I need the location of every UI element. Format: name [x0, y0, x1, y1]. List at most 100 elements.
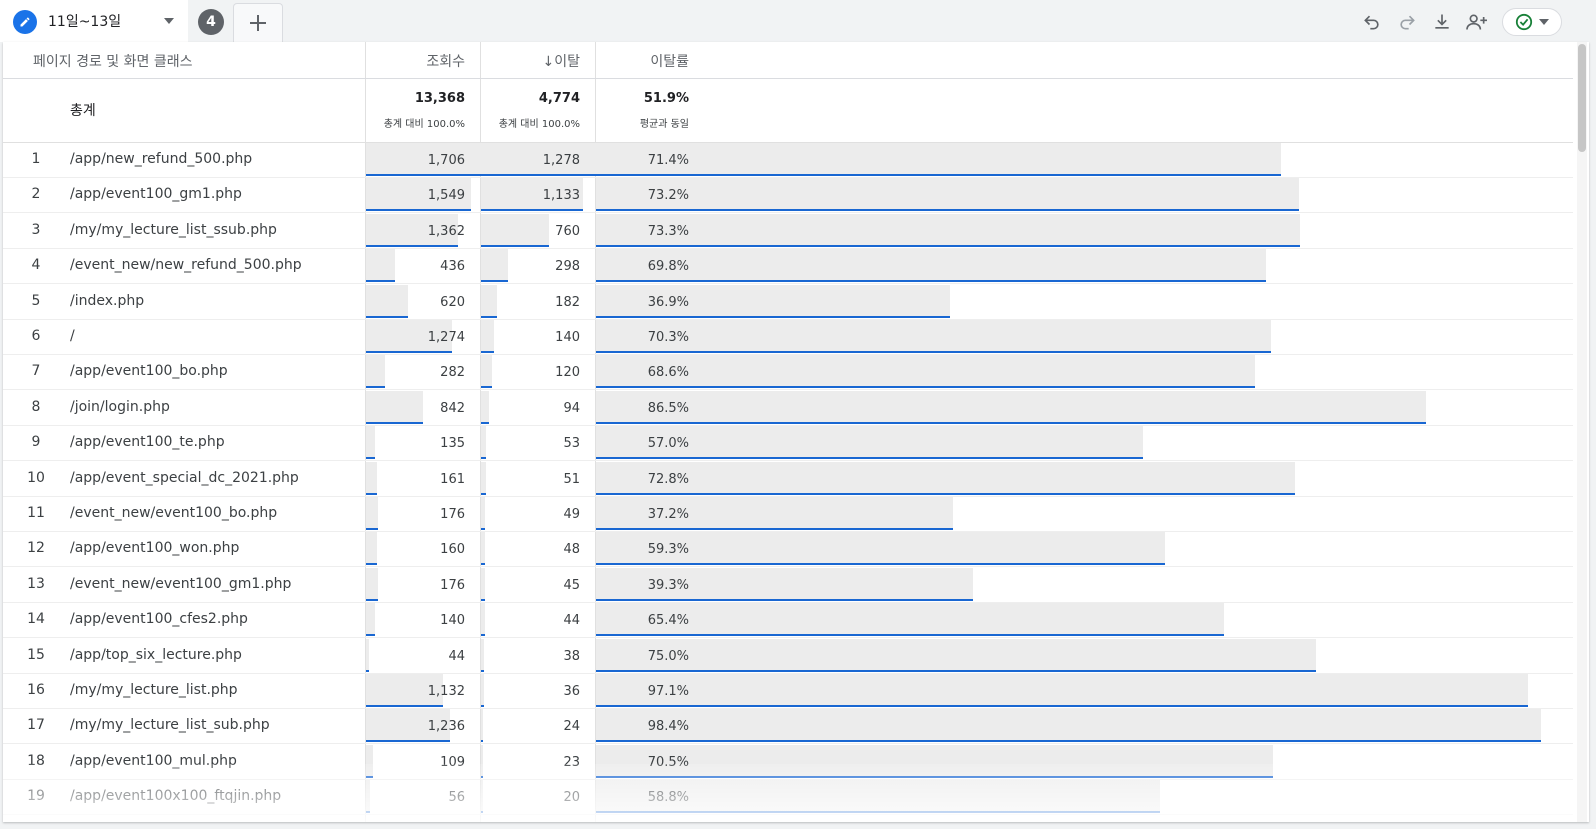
table-row[interactable]: 5/index.php 620 182 36.9%: [3, 284, 1573, 320]
table-row[interactable]: 12/app/event100_won.php 160 48 59.3%: [3, 532, 1573, 568]
views-cell: [366, 709, 481, 743]
exit-rate-cell: [596, 709, 1556, 743]
exit-rate-bar: [596, 284, 950, 318]
row-views: 1,362: [427, 223, 465, 239]
table-row[interactable]: 4/event_new/new_refund_500.php 436 298 69.8…: [3, 249, 1573, 285]
exit-rate-cell: [596, 532, 1556, 566]
table-row[interactable]: 18/app/event100_mul.php 109 23 70.5%: [3, 744, 1573, 780]
caret-down-icon: [1539, 19, 1549, 25]
row-page-path: /my/my_lecture_list_sub.php: [70, 717, 270, 734]
plus-icon: [250, 15, 266, 31]
exits-cell: [481, 461, 596, 496]
exits-bar: [481, 532, 485, 566]
row-index: 17: [27, 717, 45, 734]
table-row[interactable]: 10/app/event_special_dc_2021.php 161 51 72.…: [3, 461, 1573, 497]
table-row[interactable]: 2/app/event100_gm1.php 1,549 1,133 73.2%: [3, 178, 1573, 214]
table-row[interactable]: 1/app/new_refund_500.php 1,706 1,278 71.4%: [3, 143, 1573, 178]
row-views: 135: [440, 436, 465, 452]
views-bar: [366, 249, 395, 283]
views-bar: [366, 213, 458, 247]
report-table: 페이지 경로 및 화면 클래스 조회수 ↓이탈 이탈률 총계 13,368 총계…: [3, 42, 1589, 822]
table-row[interactable]: 9/app/event100_te.php 135 53 57.0%: [3, 426, 1573, 462]
exit-rate-cell: [596, 390, 1556, 425]
table-row[interactable]: 17/my/my_lecture_list_sub.php 1,236 24 98.4…: [3, 709, 1573, 745]
row-index: 8: [31, 398, 41, 415]
table-row[interactable]: 13/event_new/event100_gm1.php 176 45 39.3%: [3, 567, 1573, 603]
exit-rate-bar: [596, 674, 1528, 707]
table-row[interactable]: 7/app/event100_bo.php 282 120 68.6%: [3, 355, 1573, 391]
row-exit-rate: 68.6%: [647, 365, 689, 381]
row-views: 161: [440, 471, 465, 487]
exits-bar: [481, 355, 492, 389]
row-exit-rate: 36.9%: [647, 294, 689, 310]
row-exits: 49: [563, 507, 580, 522]
header-exit-rate[interactable]: 이탈률: [650, 54, 689, 70]
share-button[interactable]: [1463, 8, 1491, 36]
table-row[interactable]: 14/app/event100_cfes2.php 140 44 65.4%: [3, 603, 1573, 639]
row-views: 176: [440, 507, 465, 522]
exit-rate-cell: [596, 284, 1556, 319]
undo-button[interactable]: [1358, 8, 1386, 36]
table-row[interactable]: 16/my/my_lecture_list.php 1,132 36 97.1%: [3, 674, 1573, 709]
views-cell: [366, 532, 481, 566]
exit-rate-bar: [596, 744, 1273, 778]
header-exits-sorted[interactable]: ↓이탈: [542, 54, 581, 70]
table-row[interactable]: 6 / 1,274 140 70.3%: [3, 320, 1573, 355]
undo-icon: [1364, 15, 1379, 30]
comparison-tab[interactable]: 11일~13일: [0, 0, 188, 42]
row-index: 9: [31, 434, 41, 451]
totals-exit-rate-sub: 평균과 동일: [639, 119, 689, 130]
add-tab-button[interactable]: [233, 3, 283, 42]
row-exits: 44: [563, 613, 580, 629]
exits-cell: [481, 497, 596, 531]
exits-bar: [481, 213, 549, 247]
header-page-path[interactable]: 페이지 경로 및 화면 클래스: [33, 54, 193, 70]
redo-button[interactable]: [1393, 8, 1421, 36]
scrollbar-thumb[interactable]: [1578, 44, 1586, 152]
exit-rate-cell: [596, 567, 1556, 602]
vertical-scrollbar[interactable]: [1577, 42, 1587, 822]
download-button[interactable]: [1428, 8, 1456, 36]
exits-cell: [481, 674, 596, 708]
exit-rate-bar: [596, 603, 1224, 637]
save-status-button[interactable]: [1502, 8, 1562, 36]
row-views: 1,549: [427, 188, 465, 204]
table-row[interactable]: 19/app/event100x100_ftqjin.php 56 20 58.8%: [3, 780, 1573, 816]
row-index: 5: [31, 292, 41, 309]
table-row[interactable]: 8/join/login.php 842 94 86.5%: [3, 390, 1573, 426]
row-views: 160: [440, 542, 465, 558]
views-bar: [366, 709, 450, 743]
totals-views-sub: 총계 대비 100.0%: [383, 119, 465, 130]
exit-rate-bar: [596, 143, 1281, 176]
row-exit-rate: 86.5%: [647, 400, 689, 416]
row-page-path: /event_new/new_refund_500.php: [70, 257, 302, 274]
row-page-path: /my/my_lecture_list_ssub.php: [70, 221, 277, 238]
table-row[interactable]: 15/app/top_six_lecture.php 44 38 75.0%: [3, 638, 1573, 674]
tab-count-badge[interactable]: 4: [198, 9, 224, 35]
views-cell: [366, 426, 481, 460]
table-row[interactable]: 3/my/my_lecture_list_ssub.php 1,362 760 73.…: [3, 213, 1573, 249]
row-views: 1,706: [427, 153, 465, 168]
exits-cell: [481, 567, 596, 602]
views-cell: [366, 461, 481, 496]
row-index: 13: [27, 575, 45, 592]
table-row[interactable]: 11/event_new/event100_bo.php 176 49 37.2%: [3, 497, 1573, 532]
exit-rate-bar: [596, 178, 1299, 212]
row-index: 11: [27, 505, 45, 521]
views-bar: [366, 178, 471, 212]
views-cell: [366, 390, 481, 425]
row-index: 3: [31, 221, 41, 238]
pencil-icon[interactable]: [13, 10, 37, 34]
row-index: 1: [31, 151, 41, 167]
row-exits: 298: [555, 259, 580, 275]
exit-rate-cell: [596, 638, 1556, 673]
views-bar: [366, 603, 375, 637]
caret-down-icon[interactable]: [160, 14, 178, 28]
views-bar: [366, 461, 377, 495]
exit-rate-cell: [596, 178, 1556, 212]
header-views[interactable]: 조회수: [426, 54, 465, 70]
row-page-path: /app/event100_cfes2.php: [70, 611, 248, 628]
views-bar: [366, 674, 443, 707]
exits-bar: [481, 709, 483, 743]
row-exit-rate: 59.3%: [647, 542, 689, 558]
